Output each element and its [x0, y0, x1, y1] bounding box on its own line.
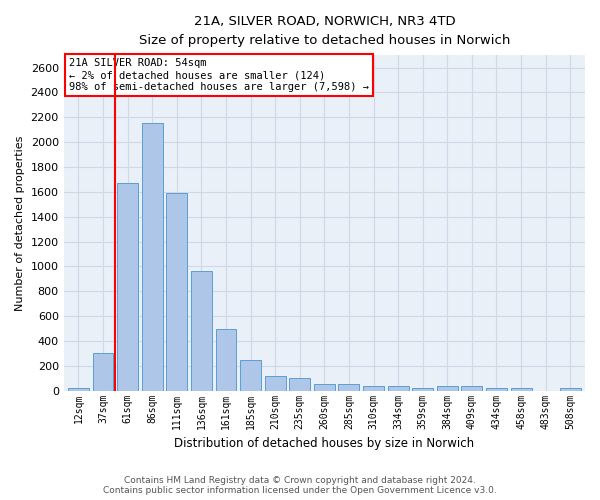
- Text: Contains HM Land Registry data © Crown copyright and database right 2024.
Contai: Contains HM Land Registry data © Crown c…: [103, 476, 497, 495]
- Bar: [363, 386, 384, 390]
- Bar: [338, 384, 359, 390]
- Bar: [117, 183, 138, 390]
- Title: 21A, SILVER ROAD, NORWICH, NR3 4TD
Size of property relative to detached houses : 21A, SILVER ROAD, NORWICH, NR3 4TD Size …: [139, 15, 510, 47]
- Bar: [461, 386, 482, 390]
- Bar: [166, 193, 187, 390]
- Bar: [437, 386, 458, 390]
- Bar: [560, 388, 581, 390]
- Bar: [240, 360, 261, 390]
- Text: 21A SILVER ROAD: 54sqm
← 2% of detached houses are smaller (124)
98% of semi-det: 21A SILVER ROAD: 54sqm ← 2% of detached …: [69, 58, 369, 92]
- Bar: [92, 354, 113, 391]
- Bar: [511, 388, 532, 390]
- Bar: [388, 386, 409, 390]
- Bar: [191, 272, 212, 390]
- Bar: [314, 384, 335, 390]
- Bar: [486, 388, 507, 390]
- X-axis label: Distribution of detached houses by size in Norwich: Distribution of detached houses by size …: [174, 437, 475, 450]
- Bar: [68, 388, 89, 390]
- Bar: [289, 378, 310, 390]
- Bar: [265, 376, 286, 390]
- Y-axis label: Number of detached properties: Number of detached properties: [15, 135, 25, 310]
- Bar: [142, 124, 163, 390]
- Bar: [412, 388, 433, 390]
- Bar: [215, 328, 236, 390]
